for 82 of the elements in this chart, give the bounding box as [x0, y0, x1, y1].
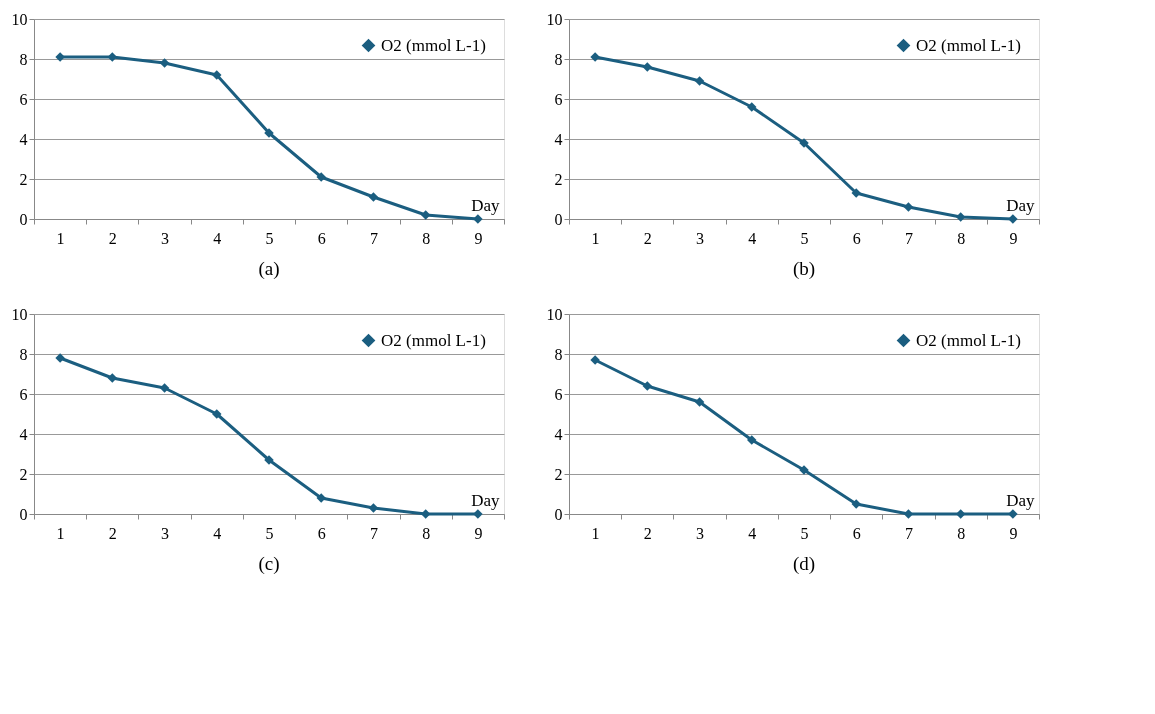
point — [642, 62, 653, 72]
x-tick-label: 5 — [265, 229, 274, 247]
text: (b) — [792, 258, 816, 280]
point — [420, 210, 431, 220]
y-tick-label: 4 — [19, 130, 28, 148]
x-tick-label: 6 — [852, 229, 861, 247]
x-tick-label: 8 — [957, 524, 966, 542]
x-tick-label: 4 — [748, 524, 757, 542]
y-tick-label: 8 — [554, 50, 563, 68]
legend-label: O2 (mmol L-1) — [381, 35, 486, 55]
y-tick-label: 0 — [554, 210, 563, 228]
point — [694, 397, 705, 407]
x-tick-label: 1 — [56, 229, 65, 247]
x-tick-label: 6 — [317, 524, 326, 542]
x-tick-label: 5 — [265, 524, 274, 542]
x-tick-label: 8 — [422, 229, 431, 247]
text: (d) — [792, 553, 816, 575]
x-tick-label: 2 — [108, 229, 117, 247]
point — [159, 383, 170, 393]
x-tick-label: 2 — [643, 524, 652, 542]
legend-label: O2 (mmol L-1) — [916, 35, 1021, 55]
x-tick-label: 2 — [108, 524, 117, 542]
x-tick-label: 2 — [643, 229, 652, 247]
y-tick-label: 0 — [19, 210, 28, 228]
x-axis-title: Day — [1006, 490, 1035, 510]
x-tick-label: 7 — [904, 524, 913, 542]
point — [107, 373, 118, 383]
y-tick-label: 2 — [554, 170, 563, 188]
y-tick-label: 4 — [554, 130, 563, 148]
x-tick-label: 5 — [800, 524, 809, 542]
y-tick-label: 4 — [19, 425, 28, 443]
x-tick-label: 9 — [1009, 524, 1018, 542]
y-tick-label: 10 — [546, 305, 563, 323]
point — [694, 76, 705, 86]
x-tick-label: 8 — [957, 229, 966, 247]
x-tick-label: 6 — [317, 229, 326, 247]
y-tick-label: 8 — [19, 345, 28, 363]
y-tick-label: 2 — [19, 170, 28, 188]
y-tick-label: 6 — [19, 90, 28, 108]
x-tick-label: 3 — [161, 229, 170, 247]
y-tick-label: 10 — [11, 305, 28, 323]
x-tick-label: 4 — [748, 229, 757, 247]
legend-label: O2 (mmol L-1) — [381, 330, 486, 350]
x-tick-label: 1 — [591, 524, 600, 542]
y-tick-label: 6 — [554, 385, 563, 403]
x-axis-title: Day — [1006, 195, 1035, 215]
x-tick-label: 4 — [213, 229, 222, 247]
x-tick-label: 6 — [852, 524, 861, 542]
x-tick-label: 1 — [56, 524, 65, 542]
point — [903, 202, 914, 212]
x-tick-label: 3 — [161, 524, 170, 542]
point — [955, 212, 966, 222]
x-tick-label: 1 — [591, 229, 600, 247]
y-tick-label: 2 — [19, 465, 28, 483]
x-tick-label: 8 — [422, 524, 431, 542]
y-tick-label: 0 — [554, 505, 563, 523]
y-tick-label: 10 — [11, 10, 28, 28]
y-tick-label: 6 — [19, 385, 28, 403]
x-tick-label: 3 — [696, 524, 705, 542]
x-tick-label: 7 — [369, 229, 378, 247]
text: (a) — [258, 258, 280, 280]
x-tick-label: 7 — [904, 229, 913, 247]
x-tick-label: 3 — [696, 229, 705, 247]
text: (c) — [258, 553, 280, 575]
x-tick-label: 4 — [213, 524, 222, 542]
x-tick-label: 9 — [474, 524, 483, 542]
x-axis-title: Day — [471, 195, 500, 215]
x-tick-label: 9 — [1009, 229, 1018, 247]
x-axis-title: Day — [471, 490, 500, 510]
x-tick-label: 5 — [800, 229, 809, 247]
x-tick-label: 9 — [474, 229, 483, 247]
y-tick-label: 2 — [554, 465, 563, 483]
y-tick-label: 0 — [19, 505, 28, 523]
legend-label: O2 (mmol L-1) — [916, 330, 1021, 350]
y-tick-label: 10 — [546, 10, 563, 28]
point — [368, 192, 379, 202]
x-tick-label: 7 — [369, 524, 378, 542]
y-tick-label: 8 — [554, 345, 563, 363]
point — [642, 381, 653, 391]
y-tick-label: 8 — [19, 50, 28, 68]
y-tick-label: 4 — [554, 425, 563, 443]
y-tick-label: 6 — [554, 90, 563, 108]
